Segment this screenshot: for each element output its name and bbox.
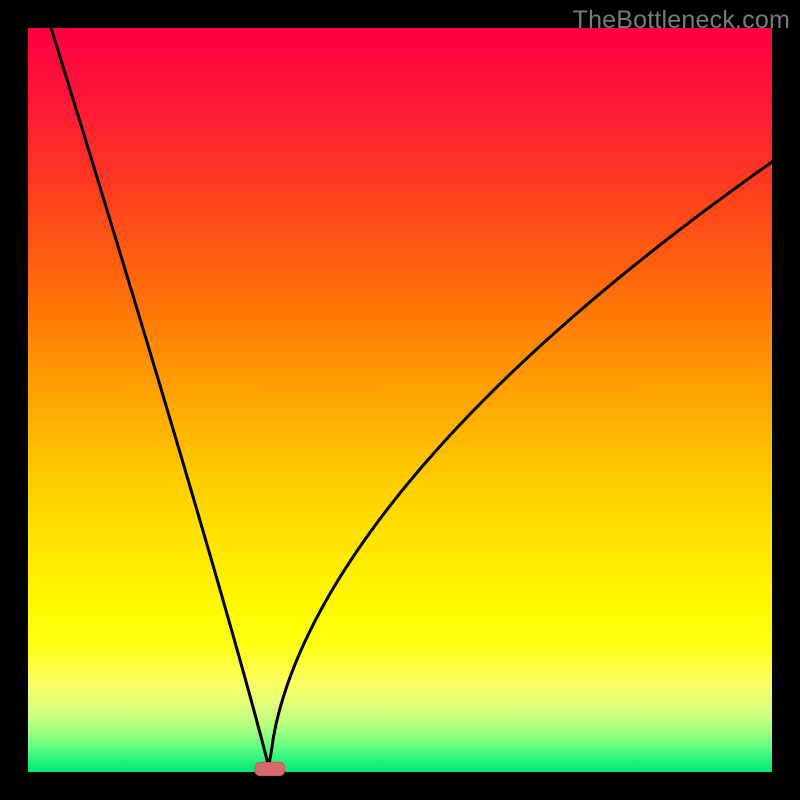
plot-background — [28, 28, 772, 772]
chart-container: TheBottleneck.com — [0, 0, 800, 800]
minimum-marker — [255, 762, 285, 775]
bottleneck-chart — [0, 0, 800, 800]
watermark-label: TheBottleneck.com — [573, 6, 790, 35]
